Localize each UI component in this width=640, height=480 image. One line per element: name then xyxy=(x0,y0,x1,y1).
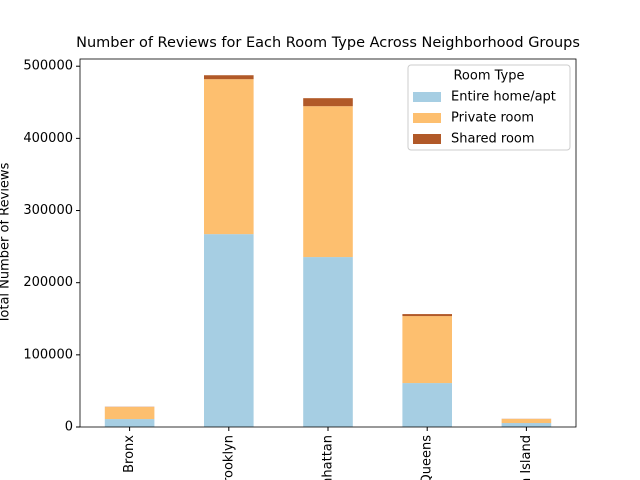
legend-swatch xyxy=(413,92,441,102)
bar-segment xyxy=(104,407,155,420)
bar-segment xyxy=(402,316,452,384)
bar-segment xyxy=(204,234,254,427)
y-tick-label: 300000 xyxy=(23,203,73,218)
x-tick-label: Bronx xyxy=(122,435,137,473)
legend-swatch xyxy=(413,113,441,123)
bar-segment xyxy=(501,423,552,427)
y-tick-label: 400000 xyxy=(23,131,73,146)
x-tick-label: Queens xyxy=(420,435,435,480)
bar-segment xyxy=(204,79,254,235)
plot-frame xyxy=(79,58,577,428)
x-tick-label: Manhattan xyxy=(321,435,336,480)
bar-segment xyxy=(402,314,452,317)
y-tick-label: 200000 xyxy=(23,275,73,290)
legend-box xyxy=(407,64,571,151)
x-tick-label: Staten Island xyxy=(519,435,534,480)
legend-label: Shared room xyxy=(451,132,535,147)
bar-segment xyxy=(402,383,452,427)
y-tick-label: 500000 xyxy=(23,59,73,74)
legend-label: Entire home/apt xyxy=(451,90,556,105)
bar-segment xyxy=(204,75,254,80)
y-tick-label: 0 xyxy=(65,420,73,435)
bar-segment xyxy=(303,98,353,107)
bar-segment xyxy=(104,419,155,427)
y-tick-label: 100000 xyxy=(23,347,73,362)
bar-segment xyxy=(303,106,353,258)
y-axis-label: Total Number of Reviews xyxy=(0,162,13,324)
chart-title: Number of Reviews for Each Room Type Acr… xyxy=(76,35,580,51)
bar-segment xyxy=(303,257,353,427)
bar-segment xyxy=(501,418,552,424)
x-tick-label: Brooklyn xyxy=(221,435,236,480)
legend-swatch xyxy=(413,134,441,144)
legend-label: Private room xyxy=(451,111,534,126)
legend-title: Room Type xyxy=(453,69,524,84)
